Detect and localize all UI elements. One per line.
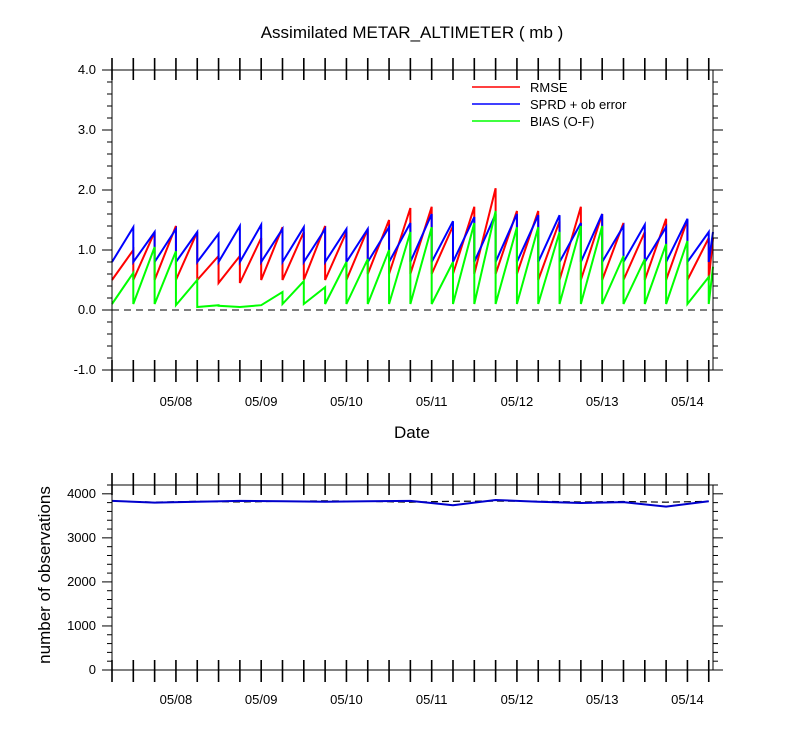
x-tick-label: 05/09 [245, 692, 278, 707]
x-tick-label: 05/09 [245, 394, 278, 409]
y-tick-label: 1000 [67, 618, 96, 633]
x-tick-label: 05/11 [416, 394, 448, 409]
x-tick-label: 05/08 [160, 692, 193, 707]
chart1-series-group [111, 187, 714, 309]
x-tick-label: 05/10 [330, 692, 363, 707]
x-tick-label: 05/11 [416, 692, 448, 707]
y-tick-label: 2.0 [78, 182, 96, 197]
legend-label: RMSE [530, 80, 568, 95]
x-tick-label: 05/12 [501, 394, 534, 409]
y-axis-title: number of observations [35, 486, 54, 664]
y-tick-label: 3000 [67, 530, 96, 545]
chart1-frame [111, 69, 714, 371]
y-tick-label: 1.0 [78, 242, 96, 257]
chart2-frame [111, 484, 714, 671]
x-axis-title: Date [394, 423, 430, 442]
y-tick-label: 0.0 [78, 302, 96, 317]
chart1-ticks-group: -1.0 0.0 1.0 2.0 3.0 4.0 05/08 05/09 05/10 05/11 0… [74, 58, 723, 409]
series-line-assimilated-observations [111, 498, 709, 508]
series-line-bias-o-f- [111, 210, 714, 309]
chart-title: Assimilated METAR_ALTIMETER ( mb ) [261, 23, 564, 42]
y-tick-label: 0 [89, 662, 96, 677]
y-tick-label: 4.0 [78, 62, 96, 77]
legend-label: BIAS (O-F) [530, 114, 594, 129]
legend-label: SPRD + ob error [530, 97, 627, 112]
series-line-sprd-ob-error [111, 213, 714, 266]
legend: RMSE SPRD + ob error BIAS (O-F) [472, 80, 627, 129]
chart2-series-group [111, 498, 709, 508]
x-tick-label: 05/10 [330, 394, 363, 409]
y-tick-label: -1.0 [74, 362, 96, 377]
x-tick-label: 05/12 [501, 692, 534, 707]
x-tick-label: 05/14 [671, 692, 704, 707]
x-tick-label: 05/13 [586, 394, 619, 409]
rmse-chart: -1.0 0.0 1.0 2.0 3.0 4.0 05/08 05/09 05/10 05/11 0… [74, 58, 723, 442]
chart2-ticks-group: 0 1000 2000 3000 4000 05/08 05/09 05/10 05/11 05/… [67, 473, 723, 707]
y-tick-label: 4000 [67, 486, 96, 501]
observations-chart: 0 1000 2000 3000 4000 05/08 05/09 05/10 05/11 05/… [35, 473, 723, 707]
x-tick-label: 05/14 [671, 394, 704, 409]
y-tick-label: 3.0 [78, 122, 96, 137]
x-tick-label: 05/08 [160, 394, 193, 409]
y-tick-label: 2000 [67, 574, 96, 589]
x-tick-label: 05/13 [586, 692, 619, 707]
